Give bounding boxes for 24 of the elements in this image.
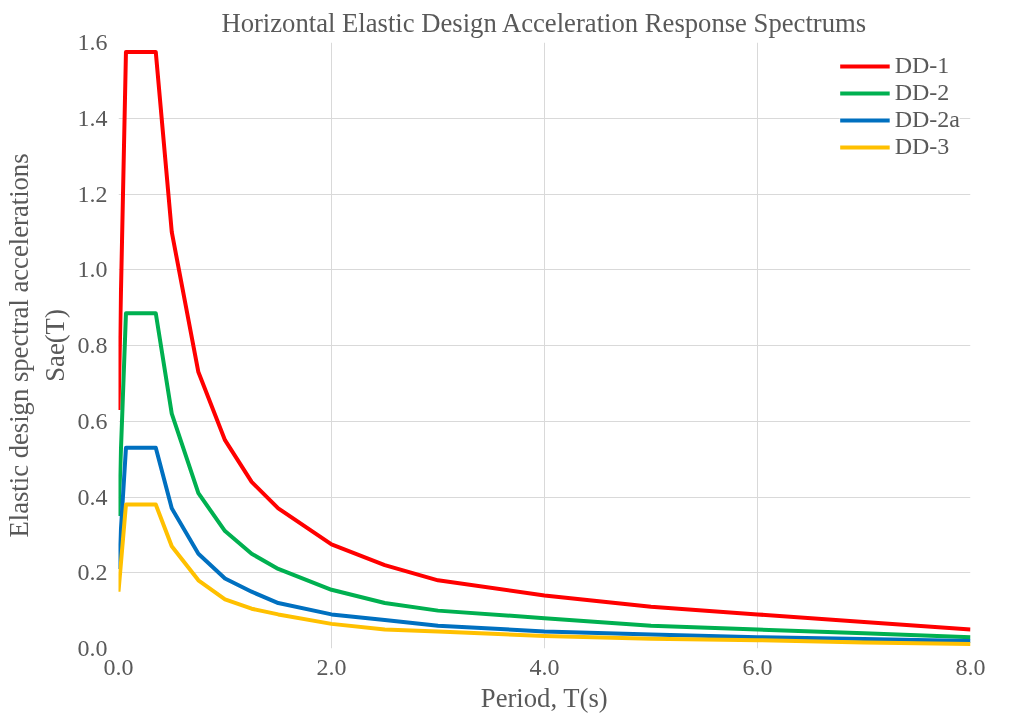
y-tick-label: 1.4 <box>77 104 108 131</box>
legend-label: DD-1 <box>894 52 950 79</box>
x-tick-label: 2.0 <box>316 653 347 680</box>
x-tick-label: 6.0 <box>742 653 773 680</box>
y-tick-label: 0.6 <box>77 407 108 434</box>
x-tick-label: 4.0 <box>529 653 560 680</box>
y-tick-label: 0.8 <box>77 332 108 358</box>
x-axis-title: Period, T(s) <box>480 682 608 713</box>
legend-label: DD-2a <box>894 106 960 133</box>
line-series <box>118 502 971 646</box>
chart-title: Horizontal Elastic Design Acceleration Response Spectrums <box>221 7 867 38</box>
y-tick-label: 0.0 <box>77 635 108 661</box>
x-tick-label: 8.0 <box>955 653 986 680</box>
line-series <box>118 49 971 632</box>
y-tick-label: 1.6 <box>77 29 108 55</box>
line-series <box>118 311 971 640</box>
line-series <box>118 445 971 643</box>
legend-label: DD-2 <box>894 79 950 106</box>
y-axis-title: Elastic design spectral accelerations Sae(T) <box>3 153 70 538</box>
legend-label: DD-3 <box>894 133 950 160</box>
y-tick-label: 0.4 <box>77 483 108 510</box>
y-tick-label: 1.0 <box>77 256 108 283</box>
y-tick-label: 1.2 <box>77 180 108 207</box>
y-tick-label: 0.2 <box>77 559 108 586</box>
